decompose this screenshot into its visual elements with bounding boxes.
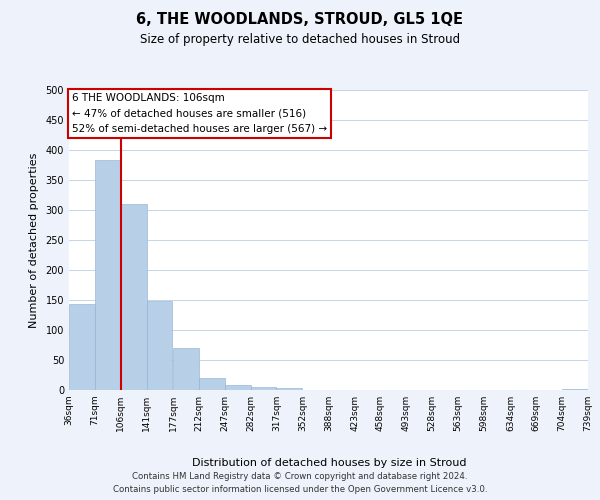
Bar (121, 204, 146, 390)
Text: Size of property relative to detached houses in Stroud: Size of property relative to detached ho… (140, 32, 460, 46)
Bar (277, 388, 302, 390)
Text: 6 THE WOODLANDS: 106sqm
← 47% of detached houses are smaller (516)
52% of semi-d: 6 THE WOODLANDS: 106sqm ← 47% of detache… (72, 93, 327, 134)
Bar (173, 348, 199, 390)
Bar (95, 160, 121, 390)
Y-axis label: Number of detached properties: Number of detached properties (29, 152, 38, 328)
Bar (146, 301, 172, 390)
Text: 6, THE WOODLANDS, STROUD, GL5 1QE: 6, THE WOODLANDS, STROUD, GL5 1QE (137, 12, 464, 28)
Bar (69, 304, 95, 390)
Bar (251, 387, 277, 390)
Text: Distribution of detached houses by size in Stroud: Distribution of detached houses by size … (191, 458, 466, 468)
Bar (225, 385, 251, 390)
Text: Contains HM Land Registry data © Crown copyright and database right 2024.
Contai: Contains HM Land Registry data © Crown c… (113, 472, 487, 494)
Bar (199, 378, 225, 390)
Bar (562, 389, 588, 390)
